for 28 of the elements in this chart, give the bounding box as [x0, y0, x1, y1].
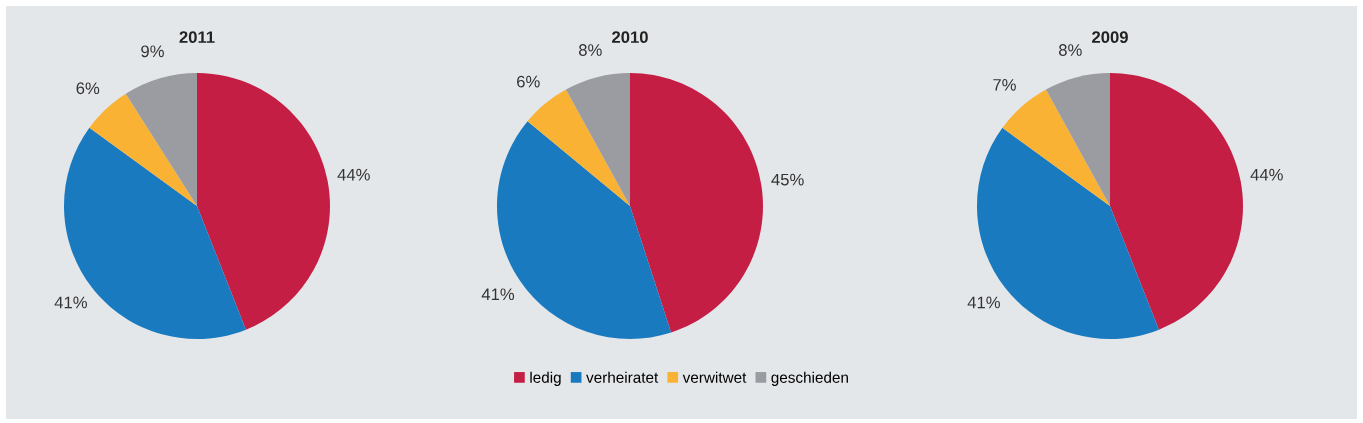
- pie-slice: [565, 73, 630, 206]
- data-label: 41%: [54, 296, 87, 309]
- pie-slice: [125, 73, 197, 206]
- data-label: 8%: [578, 44, 602, 56]
- data-label: 41%: [481, 288, 515, 301]
- data-label: 6%: [517, 75, 540, 88]
- data-label: 6%: [76, 82, 100, 95]
- legend-label: verheiratet: [586, 371, 659, 383]
- legend-label: ledig: [530, 371, 561, 386]
- data-label: 44%: [337, 168, 370, 181]
- pie-slice: [1045, 73, 1110, 206]
- legend-label: verwitwet: [682, 371, 747, 383]
- pie-slice: [630, 73, 763, 333]
- pie-slice: [197, 73, 330, 330]
- data-label: 9%: [141, 45, 164, 58]
- data-label: 8%: [1058, 44, 1082, 56]
- pie-slice: [1002, 89, 1110, 206]
- legend-label: geschieden: [771, 371, 848, 386]
- data-label: 45%: [771, 173, 804, 186]
- chart-title: 2011: [179, 31, 215, 44]
- chart-title: 2010: [612, 31, 648, 44]
- data-label: 44%: [1250, 168, 1283, 181]
- pie-slice: [527, 89, 630, 206]
- pie-slice: [89, 93, 197, 206]
- data-label: 7%: [993, 79, 1016, 91]
- chart-title: 2009: [1092, 31, 1128, 44]
- pie-slice: [1110, 73, 1243, 330]
- data-label: 41%: [967, 296, 1000, 309]
